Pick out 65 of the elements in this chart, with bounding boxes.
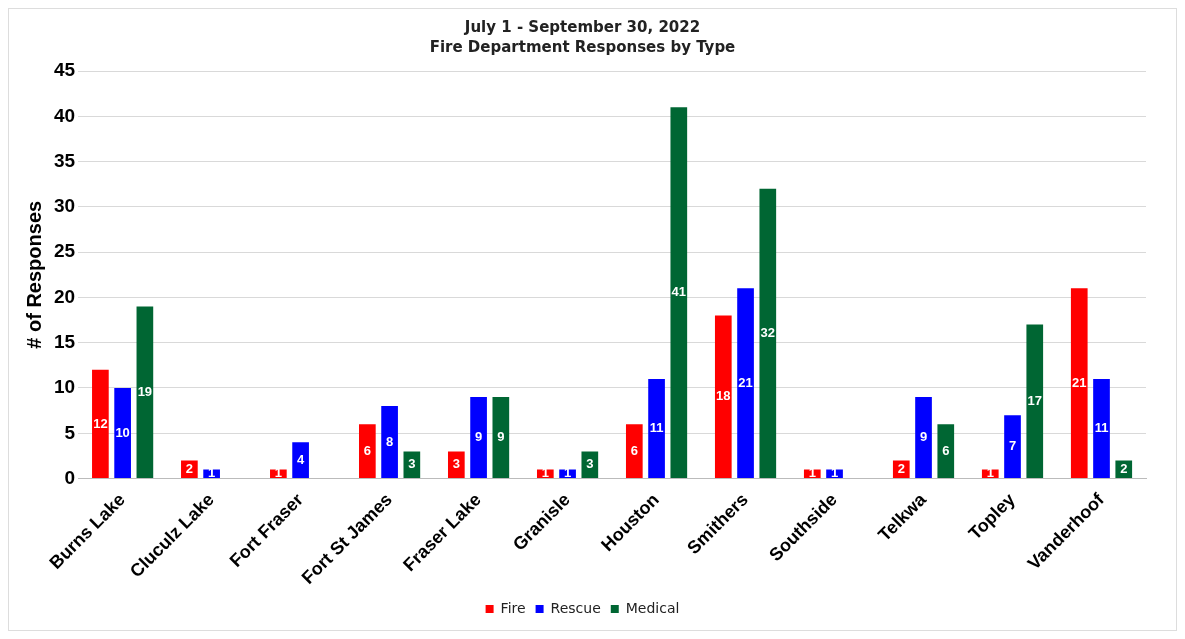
bar (714, 315, 732, 479)
data-label: 11 (1094, 420, 1109, 436)
y-tick-label: 15 (53, 330, 76, 352)
bar (1070, 288, 1088, 479)
bar (625, 424, 643, 479)
y-tick-label: 5 (64, 421, 76, 443)
bar (403, 451, 421, 479)
bar (359, 424, 376, 479)
y-tick-label: 0 (64, 466, 76, 488)
data-label: 12 (93, 415, 108, 431)
bar (470, 397, 487, 479)
bar (492, 397, 510, 479)
data-label: 2 (897, 460, 905, 476)
data-label: 21 (738, 374, 753, 390)
y-tick-label: 40 (53, 104, 76, 126)
legend-label: Rescue (550, 599, 601, 616)
bar (1026, 324, 1044, 479)
bar (381, 406, 398, 479)
data-label: 11 (649, 420, 664, 436)
data-label: 8 (385, 433, 394, 449)
data-label: 19 (137, 383, 153, 399)
chart-title: July 1 - September 30, 2022 (463, 17, 701, 36)
y-tick-label: 20 (53, 285, 76, 307)
data-label: 17 (1027, 392, 1042, 408)
bar (915, 397, 932, 479)
bar (292, 442, 309, 479)
data-label: 9 (919, 429, 928, 445)
data-label: 21 (1072, 374, 1087, 390)
y-axis-title: # of Responses (22, 200, 45, 349)
y-tick-label: 45 (53, 59, 76, 81)
chart-subtitle: Fire Department Responses by Type (429, 37, 736, 56)
bar (937, 424, 955, 479)
data-label: 3 (586, 456, 594, 472)
data-label: 4 (296, 451, 305, 467)
bar (447, 451, 465, 479)
bar (737, 288, 754, 479)
y-tick-label: 35 (53, 149, 76, 171)
data-label: 9 (474, 429, 483, 445)
y-tick-label: 30 (53, 195, 76, 217)
y-tick-label: 10 (53, 376, 76, 398)
data-label: 9 (497, 429, 505, 445)
data-label: 32 (760, 324, 776, 340)
data-label: 10 (115, 424, 130, 440)
data-label: 6 (630, 442, 638, 458)
data-label: 18 (716, 388, 731, 404)
bar (581, 451, 599, 479)
legend-label: Medical (625, 599, 680, 616)
data-label: 2 (1120, 460, 1128, 476)
bar (92, 369, 109, 479)
legend-label: Fire (500, 599, 526, 616)
y-tick-label: 25 (53, 240, 76, 262)
bar (1093, 378, 1110, 479)
bar (1004, 415, 1021, 479)
data-label: 3 (408, 456, 416, 472)
bar (136, 306, 154, 479)
bar (759, 188, 777, 479)
data-label: 41 (671, 284, 687, 300)
data-label: 2 (185, 460, 193, 476)
bar (670, 107, 688, 479)
bar (114, 387, 131, 479)
data-label: 6 (942, 442, 950, 458)
data-label: 7 (1008, 438, 1017, 454)
bar (648, 378, 665, 479)
data-label: 3 (452, 456, 460, 472)
data-label: 6 (363, 442, 371, 458)
